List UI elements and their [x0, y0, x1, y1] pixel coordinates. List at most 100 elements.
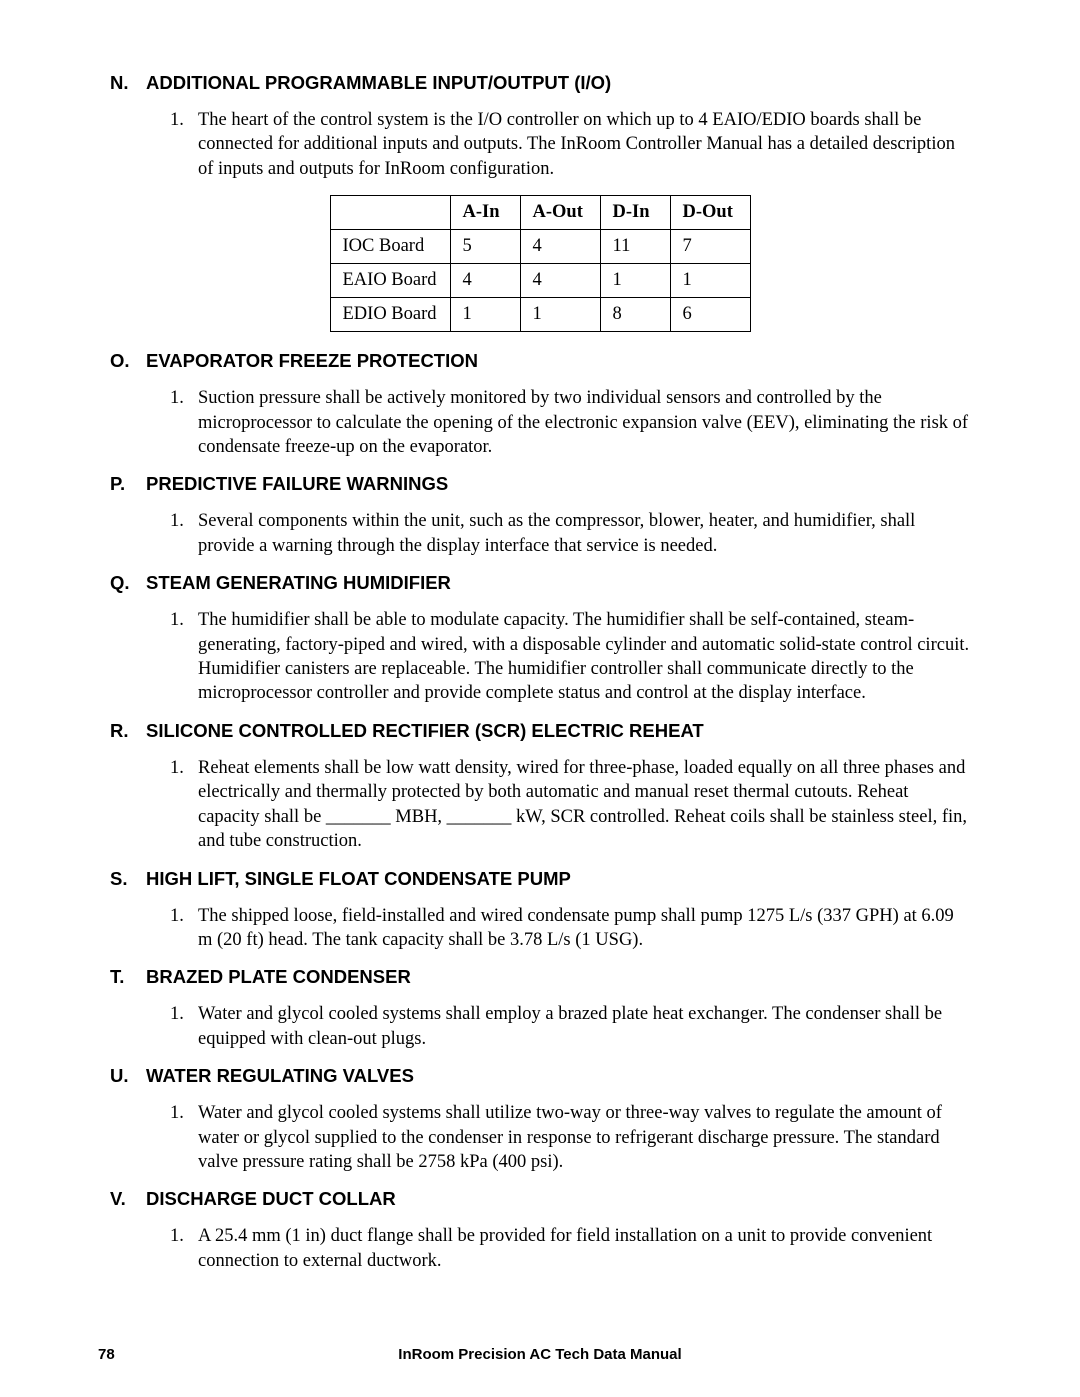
item-text: Water and glycol cooled systems shall ut… [198, 1101, 970, 1174]
item-text: Reheat elements shall be low watt densit… [198, 756, 970, 854]
footer-title: InRoom Precision AC Tech Data Manual [0, 1346, 1080, 1363]
list-item: 1. The heart of the control system is th… [170, 108, 970, 181]
io-table: A-In A-Out D-In D-Out IOC Board 5 4 11 7… [330, 195, 751, 332]
cell: 11 [600, 230, 670, 264]
section-u: U. WATER REGULATING VALVES 1. Water and … [110, 1065, 970, 1174]
page-footer: 78 InRoom Precision AC Tech Data Manual [0, 1346, 1080, 1363]
section-p: P. PREDICTIVE FAILURE WARNINGS 1. Severa… [110, 473, 970, 558]
item-number: 1. [170, 386, 198, 459]
list-o: 1. Suction pressure shall be actively mo… [110, 386, 970, 459]
list-item: 1. Reheat elements shall be low watt den… [170, 756, 970, 854]
cell: 5 [450, 230, 520, 264]
th-dout: D-Out [670, 196, 750, 230]
section-r: R. SILICONE CONTROLLED RECTIFIER (SCR) E… [110, 720, 970, 854]
list-v: 1. A 25.4 mm (1 in) duct flange shall be… [110, 1224, 970, 1273]
item-text: A 25.4 mm (1 in) duct flange shall be pr… [198, 1224, 970, 1273]
cell: 1 [670, 264, 750, 298]
table-row: EAIO Board 4 4 1 1 [330, 264, 750, 298]
row-label: EDIO Board [330, 298, 450, 332]
section-v: V. DISCHARGE DUCT COLLAR 1. A 25.4 mm (1… [110, 1188, 970, 1273]
heading-letter: U. [110, 1065, 146, 1087]
cell: 1 [450, 298, 520, 332]
list-n: 1. The heart of the control system is th… [110, 108, 970, 181]
cell: 4 [520, 230, 600, 264]
list-r: 1. Reheat elements shall be low watt den… [110, 756, 970, 854]
cell: 6 [670, 298, 750, 332]
item-text: Suction pressure shall be actively monit… [198, 386, 970, 459]
row-label: EAIO Board [330, 264, 450, 298]
heading-letter: N. [110, 72, 146, 94]
heading-v: V. DISCHARGE DUCT COLLAR [110, 1188, 970, 1210]
item-text: The shipped loose, field-installed and w… [198, 904, 970, 953]
heading-letter: P. [110, 473, 146, 495]
item-number: 1. [170, 608, 198, 706]
item-text: The humidifier shall be able to modulate… [198, 608, 970, 706]
heading-t: T. BRAZED PLATE CONDENSER [110, 966, 970, 988]
th-ain: A-In [450, 196, 520, 230]
table-row: EDIO Board 1 1 8 6 [330, 298, 750, 332]
table-header-row: A-In A-Out D-In D-Out [330, 196, 750, 230]
item-number: 1. [170, 1101, 198, 1174]
list-u: 1. Water and glycol cooled systems shall… [110, 1101, 970, 1174]
list-item: 1. Suction pressure shall be actively mo… [170, 386, 970, 459]
th-din: D-In [600, 196, 670, 230]
th-blank [330, 196, 450, 230]
item-text: Water and glycol cooled systems shall em… [198, 1002, 970, 1051]
list-s: 1. The shipped loose, field-installed an… [110, 904, 970, 953]
heading-p: P. PREDICTIVE FAILURE WARNINGS [110, 473, 970, 495]
heading-letter: Q. [110, 572, 146, 594]
heading-letter: R. [110, 720, 146, 742]
heading-n: N. ADDITIONAL PROGRAMMABLE INPUT/OUTPUT … [110, 72, 970, 94]
heading-title: ADDITIONAL PROGRAMMABLE INPUT/OUTPUT (I/… [146, 72, 611, 94]
heading-q: Q. STEAM GENERATING HUMIDIFIER [110, 572, 970, 594]
section-q: Q. STEAM GENERATING HUMIDIFIER 1. The hu… [110, 572, 970, 706]
item-number: 1. [170, 108, 198, 181]
heading-letter: S. [110, 868, 146, 890]
heading-title: BRAZED PLATE CONDENSER [146, 966, 411, 988]
list-p: 1. Several components within the unit, s… [110, 509, 970, 558]
heading-title: DISCHARGE DUCT COLLAR [146, 1188, 396, 1210]
heading-title: PREDICTIVE FAILURE WARNINGS [146, 473, 448, 495]
list-t: 1. Water and glycol cooled systems shall… [110, 1002, 970, 1051]
heading-title: HIGH LIFT, SINGLE FLOAT CONDENSATE PUMP [146, 868, 571, 890]
heading-u: U. WATER REGULATING VALVES [110, 1065, 970, 1087]
cell: 4 [450, 264, 520, 298]
table-row: IOC Board 5 4 11 7 [330, 230, 750, 264]
item-number: 1. [170, 756, 198, 854]
item-number: 1. [170, 509, 198, 558]
section-o: O. EVAPORATOR FREEZE PROTECTION 1. Sucti… [110, 350, 970, 459]
heading-r: R. SILICONE CONTROLLED RECTIFIER (SCR) E… [110, 720, 970, 742]
heading-letter: V. [110, 1188, 146, 1210]
page-number: 78 [98, 1346, 115, 1363]
list-item: 1. A 25.4 mm (1 in) duct flange shall be… [170, 1224, 970, 1273]
list-item: 1. The humidifier shall be able to modul… [170, 608, 970, 706]
section-s: S. HIGH LIFT, SINGLE FLOAT CONDENSATE PU… [110, 868, 970, 953]
list-item: 1. Water and glycol cooled systems shall… [170, 1101, 970, 1174]
item-number: 1. [170, 1224, 198, 1273]
section-t: T. BRAZED PLATE CONDENSER 1. Water and g… [110, 966, 970, 1051]
heading-s: S. HIGH LIFT, SINGLE FLOAT CONDENSATE PU… [110, 868, 970, 890]
cell: 8 [600, 298, 670, 332]
row-label: IOC Board [330, 230, 450, 264]
item-number: 1. [170, 904, 198, 953]
section-n: N. ADDITIONAL PROGRAMMABLE INPUT/OUTPUT … [110, 72, 970, 181]
list-item: 1. Water and glycol cooled systems shall… [170, 1002, 970, 1051]
heading-title: STEAM GENERATING HUMIDIFIER [146, 572, 451, 594]
heading-title: WATER REGULATING VALVES [146, 1065, 414, 1087]
item-text: The heart of the control system is the I… [198, 108, 970, 181]
list-q: 1. The humidifier shall be able to modul… [110, 608, 970, 706]
heading-o: O. EVAPORATOR FREEZE PROTECTION [110, 350, 970, 372]
heading-letter: O. [110, 350, 146, 372]
cell: 1 [600, 264, 670, 298]
heading-title: EVAPORATOR FREEZE PROTECTION [146, 350, 478, 372]
heading-title: SILICONE CONTROLLED RECTIFIER (SCR) ELEC… [146, 720, 704, 742]
cell: 1 [520, 298, 600, 332]
list-item: 1. The shipped loose, field-installed an… [170, 904, 970, 953]
list-item: 1. Several components within the unit, s… [170, 509, 970, 558]
item-number: 1. [170, 1002, 198, 1051]
th-aout: A-Out [520, 196, 600, 230]
heading-letter: T. [110, 966, 146, 988]
item-text: Several components within the unit, such… [198, 509, 970, 558]
cell: 7 [670, 230, 750, 264]
cell: 4 [520, 264, 600, 298]
